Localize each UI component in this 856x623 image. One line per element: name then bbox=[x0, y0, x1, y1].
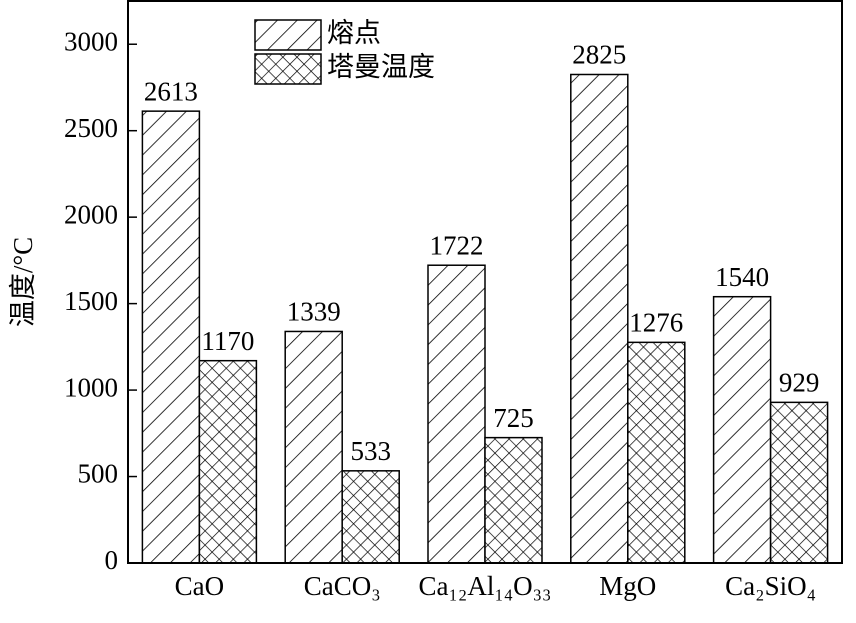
bar bbox=[141, 110, 201, 564]
x-tick-label: Ca₂SiO₄ bbox=[725, 571, 816, 601]
legend-label: 塔曼温度 bbox=[327, 52, 435, 82]
value-label: 725 bbox=[493, 403, 534, 433]
x-tick-label: MgO bbox=[599, 571, 656, 601]
y-tick-label: 3000 bbox=[64, 26, 118, 56]
bar bbox=[627, 341, 686, 564]
value-label: 2825 bbox=[572, 40, 626, 70]
y-axis-label: 温度/°C bbox=[8, 237, 38, 327]
x-tick-label: CaO bbox=[175, 571, 225, 601]
value-label: 533 bbox=[350, 436, 391, 466]
value-label: 2613 bbox=[144, 76, 198, 106]
bar bbox=[484, 436, 543, 564]
x-tick-label: CaCO₃ bbox=[304, 571, 381, 601]
y-tick-label: 500 bbox=[78, 459, 119, 489]
legend-label: 熔点 bbox=[327, 18, 381, 48]
bar bbox=[341, 470, 400, 564]
bar bbox=[198, 359, 258, 564]
y-tick-label: 2000 bbox=[64, 199, 118, 229]
bar bbox=[284, 330, 343, 564]
plot-frame bbox=[127, 0, 843, 564]
value-label: 1276 bbox=[629, 308, 683, 338]
y-tick-label: 2500 bbox=[64, 113, 118, 143]
value-label: 1540 bbox=[715, 262, 769, 292]
x-tick-label: Ca₁₂Al₁₄O₃₃ bbox=[419, 571, 552, 601]
y-tick-label: 1500 bbox=[64, 286, 118, 316]
y-tick-label: 1000 bbox=[64, 372, 118, 402]
legend-swatch bbox=[254, 19, 322, 51]
bar bbox=[570, 73, 629, 564]
value-label: 1722 bbox=[430, 230, 484, 260]
value-label: 1170 bbox=[201, 326, 254, 356]
bar bbox=[769, 401, 829, 564]
legend-swatch bbox=[254, 53, 322, 85]
y-tick-label: 0 bbox=[105, 545, 119, 575]
bar bbox=[427, 264, 486, 564]
bar bbox=[712, 295, 772, 564]
value-label: 1339 bbox=[287, 297, 341, 327]
value-label: 929 bbox=[779, 368, 820, 398]
